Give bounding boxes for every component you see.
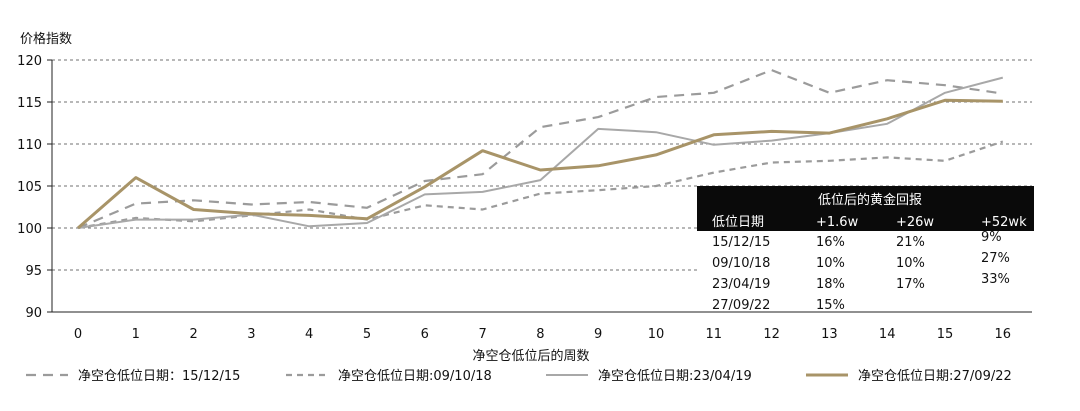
returns-table: 低位后的黄金回报 低位日期 +1.6w +26w +52wk 15/12/15 16% 21… <box>697 186 1034 313</box>
table-cell: 23/04/19 <box>712 277 770 292</box>
table-cell: 17% <box>896 277 925 292</box>
y-tick-label: 105 <box>17 180 42 195</box>
series-line-2 <box>77 140 1004 230</box>
x-tick-label: 2 <box>189 327 197 342</box>
table-cell: 27% <box>981 251 1010 266</box>
x-tick-label: 5 <box>363 327 371 342</box>
table-column-header: +26w <box>896 215 934 230</box>
table-cell: 21% <box>896 235 925 250</box>
series-lines <box>77 68 1004 230</box>
x-tick-label: 12 <box>763 327 780 342</box>
legend: 净空仓低位日期：15/12/15 净空仓低位日期:09/10/18 净空仓低位日期:… <box>26 369 1012 384</box>
table-cell: 27/09/22 <box>712 298 770 313</box>
table-cell: 15/12/15 <box>712 235 770 250</box>
table-column-header: 低位日期 <box>712 215 764 230</box>
table-cell: 33% <box>981 272 1010 287</box>
table-header-background <box>697 186 1034 231</box>
x-tick-label: 13 <box>821 327 838 342</box>
y-tick-label: 95 <box>25 264 42 279</box>
table-column-header: +1.6w <box>816 215 859 230</box>
y-tick-label: 115 <box>17 96 42 111</box>
table-cell: 10% <box>896 256 925 271</box>
series-line-1 <box>77 68 1003 230</box>
y-tick-label: 90 <box>25 306 42 321</box>
table-cell: 9% <box>981 230 1002 245</box>
table-cell: 18% <box>816 277 845 292</box>
table-column-header: +52wk <box>981 215 1027 230</box>
x-tick-label: 11 <box>706 327 723 342</box>
legend-label-1: 净空仓低位日期：15/12/15 <box>78 369 240 384</box>
series-line-4 <box>77 98 1003 230</box>
x-tick-label: 15 <box>937 327 954 342</box>
table-cell: 15% <box>816 298 845 313</box>
y-tick-label: 100 <box>17 222 42 237</box>
legend-label-4: 净空仓低位日期:27/09/22 <box>858 369 1012 384</box>
x-tick-label: 0 <box>74 327 82 342</box>
x-tick-label: 14 <box>879 327 896 342</box>
series-line-3 <box>77 76 1004 229</box>
table-cells: 低位日期 +1.6w +26w +52wk 15/12/15 16% 21% 9% 09/10/… <box>712 215 1027 313</box>
y-tick-label: 120 <box>17 54 42 69</box>
x-axis-title: 净空仓低位后的周数 <box>472 348 589 364</box>
x-tick-label: 10 <box>648 327 665 342</box>
y-tick-labels: 90 95 100 105 110 115 120 <box>17 54 52 321</box>
x-tick-label: 16 <box>995 327 1012 342</box>
x-tick-label: 1 <box>132 327 140 342</box>
table-cell: 16% <box>816 235 845 250</box>
table-cell: 10% <box>816 256 845 271</box>
y-tick-label: 110 <box>17 138 42 153</box>
x-tick-label: 6 <box>421 327 429 342</box>
x-tick-label: 3 <box>247 327 255 342</box>
x-tick-label: 8 <box>536 327 544 342</box>
x-tick-label: 9 <box>594 327 602 342</box>
table-cell: 09/10/18 <box>712 256 770 271</box>
table-body-background <box>697 231 1034 311</box>
x-tick-label: 7 <box>478 327 486 342</box>
legend-label-3: 净空仓低位日期:23/04/19 <box>598 369 752 384</box>
y-axis-title: 价格指数 <box>20 31 72 47</box>
x-tick-label: 4 <box>305 327 313 342</box>
table-title: 低位后的黄金回报 <box>818 192 922 208</box>
legend-label-2: 净空仓低位日期:09/10/18 <box>338 369 492 384</box>
x-tick-labels: 0 1 2 3 4 5 6 7 8 9 10 11 12 13 14 15 16 <box>74 327 1011 342</box>
